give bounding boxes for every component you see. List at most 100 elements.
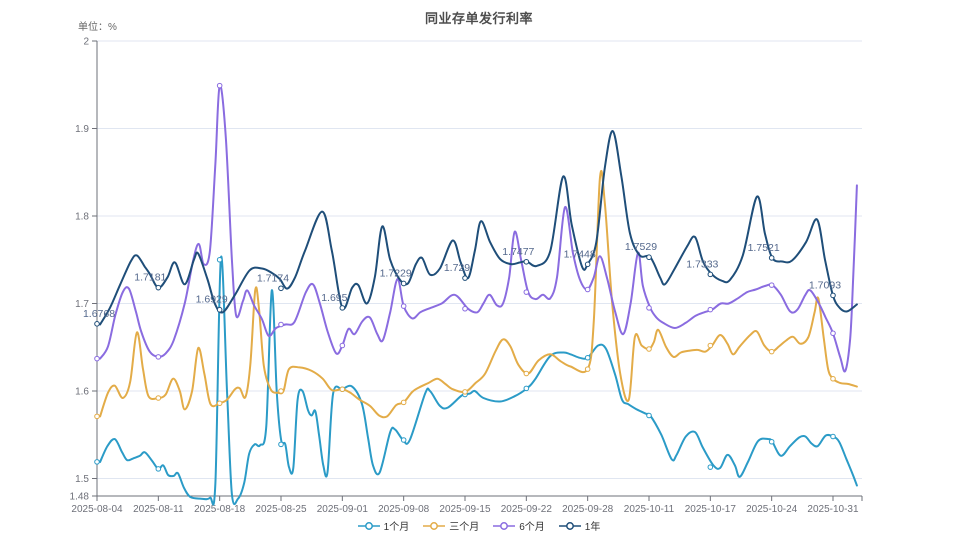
data-point-1年[interactable] (216, 306, 223, 313)
unit-label: 单位：% (78, 22, 117, 33)
data-point-1个月[interactable] (523, 385, 530, 392)
data-point-label: 1.7448 (564, 248, 596, 260)
data-point-label: 1.7529 (625, 241, 657, 253)
data-point-1个月[interactable] (646, 412, 652, 419)
y-axis-label: 1.7 (75, 299, 89, 310)
x-axis-label: 2025-10-17 (685, 504, 737, 515)
data-point-三个月[interactable] (278, 388, 284, 394)
data-point-三个月[interactable] (584, 366, 591, 372)
x-axis-label: 2025-08-25 (255, 504, 307, 515)
data-point-6个月[interactable] (646, 305, 652, 311)
data-point-1个月[interactable] (707, 464, 714, 470)
data-point-1个月[interactable] (400, 437, 407, 443)
data-point-1年[interactable] (707, 271, 714, 278)
data-point-1年[interactable] (400, 280, 407, 287)
data-point-6个月[interactable] (94, 355, 100, 362)
legend-line-icon (493, 521, 516, 530)
x-axis-label: 2025-08-18 (194, 504, 246, 515)
x-axis-label: 2025-09-28 (562, 504, 614, 515)
data-point-三个月[interactable] (768, 348, 775, 355)
y-axis-label: 1.48 (70, 492, 90, 503)
data-point-6个月[interactable] (523, 289, 530, 295)
legend-line-icon (558, 521, 581, 530)
data-point-label: 1.7174 (257, 272, 289, 284)
data-point-6个月[interactable] (216, 82, 223, 89)
x-axis-label: 2025-09-22 (501, 504, 553, 515)
x-axis-label: 2025-09-01 (317, 504, 369, 515)
data-point-label: 1.7521 (748, 242, 780, 254)
data-point-1年[interactable] (584, 261, 591, 268)
y-axis-label: 1.8 (75, 212, 89, 223)
data-point-1年[interactable] (278, 285, 284, 292)
y-axis-label: 2 (83, 37, 89, 48)
data-point-label: 1.7477 (502, 246, 534, 258)
data-point-label: 1.7093 (809, 279, 841, 291)
data-point-1年[interactable] (830, 292, 836, 299)
legend-item-6个月[interactable]: 6个月 (493, 518, 545, 533)
data-point-三个月[interactable] (523, 370, 530, 377)
data-point-1个月[interactable] (584, 354, 591, 361)
x-axis-label: 2025-08-04 (71, 504, 123, 515)
data-point-1年[interactable] (462, 275, 468, 281)
legend-label: 1年 (584, 522, 601, 533)
x-axis-label: 2025-10-24 (746, 504, 798, 515)
data-point-三个月[interactable] (646, 346, 652, 352)
data-point-label: 1.7181 (134, 272, 166, 284)
x-axis-label: 2025-10-31 (807, 504, 859, 515)
data-point-6个月[interactable] (278, 321, 284, 328)
data-point-三个月[interactable] (216, 400, 223, 407)
data-point-三个月[interactable] (830, 375, 836, 382)
data-point-1个月[interactable] (830, 433, 836, 440)
data-point-三个月[interactable] (400, 399, 407, 406)
legend-item-三个月[interactable]: 三个月 (423, 518, 479, 533)
legend-item-1个月[interactable]: 1个月 (357, 518, 410, 533)
data-point-三个月[interactable] (94, 413, 100, 420)
data-point-1个月[interactable] (155, 466, 162, 472)
legend-label: 三个月 (449, 522, 480, 533)
legend-label: 1个月 (383, 522, 410, 533)
data-point-1个月[interactable] (768, 438, 775, 445)
series-line-1个月[interactable] (99, 255, 858, 506)
data-point-三个月[interactable] (462, 389, 468, 395)
data-point-1个月[interactable] (216, 256, 223, 263)
chart-title: 同业存单发行利率 (424, 11, 533, 26)
data-point-label: 1.729 (444, 262, 470, 274)
x-axis-label: 2025-08-11 (133, 504, 184, 515)
data-point-1年[interactable] (339, 305, 346, 311)
data-point-6个月[interactable] (400, 303, 407, 309)
y-axis-label: 1.5 (75, 474, 89, 485)
data-point-1年[interactable] (94, 321, 100, 327)
chart-legend: 1个月 三个月 6个月 1年 (0, 518, 958, 533)
legend-item-1年[interactable]: 1年 (558, 518, 601, 533)
legend-label: 6个月 (519, 522, 545, 533)
data-point-label: 1.6929 (196, 294, 228, 306)
data-point-label: 1.695 (321, 292, 347, 304)
data-point-6个月[interactable] (768, 282, 775, 288)
series-line-三个月[interactable] (99, 170, 858, 419)
data-point-label: 1.6768 (83, 308, 115, 320)
y-axis-label: 1.6 (75, 387, 89, 398)
data-point-1年[interactable] (523, 258, 530, 265)
data-point-6个月[interactable] (339, 342, 346, 349)
data-point-1年[interactable] (646, 254, 652, 261)
data-point-1个月[interactable] (94, 459, 100, 465)
data-point-6个月[interactable] (155, 354, 162, 360)
data-point-1年[interactable] (155, 284, 162, 291)
x-axis-label: 2025-09-08 (378, 504, 430, 515)
data-point-三个月[interactable] (155, 395, 162, 401)
data-point-6个月[interactable] (707, 306, 714, 313)
data-point-6个月[interactable] (462, 305, 468, 312)
data-point-1个月[interactable] (278, 441, 284, 448)
data-point-三个月[interactable] (707, 342, 714, 349)
data-point-6个月[interactable] (584, 286, 591, 293)
series-line-1年[interactable] (99, 130, 858, 326)
data-point-6个月[interactable] (830, 330, 836, 337)
legend-line-icon (357, 521, 380, 530)
data-point-label: 1.7333 (686, 258, 718, 270)
x-axis-label: 2025-09-15 (439, 504, 491, 515)
data-point-三个月[interactable] (339, 386, 346, 393)
data-point-label: 1.7229 (380, 267, 412, 279)
data-point-1年[interactable] (768, 255, 775, 261)
